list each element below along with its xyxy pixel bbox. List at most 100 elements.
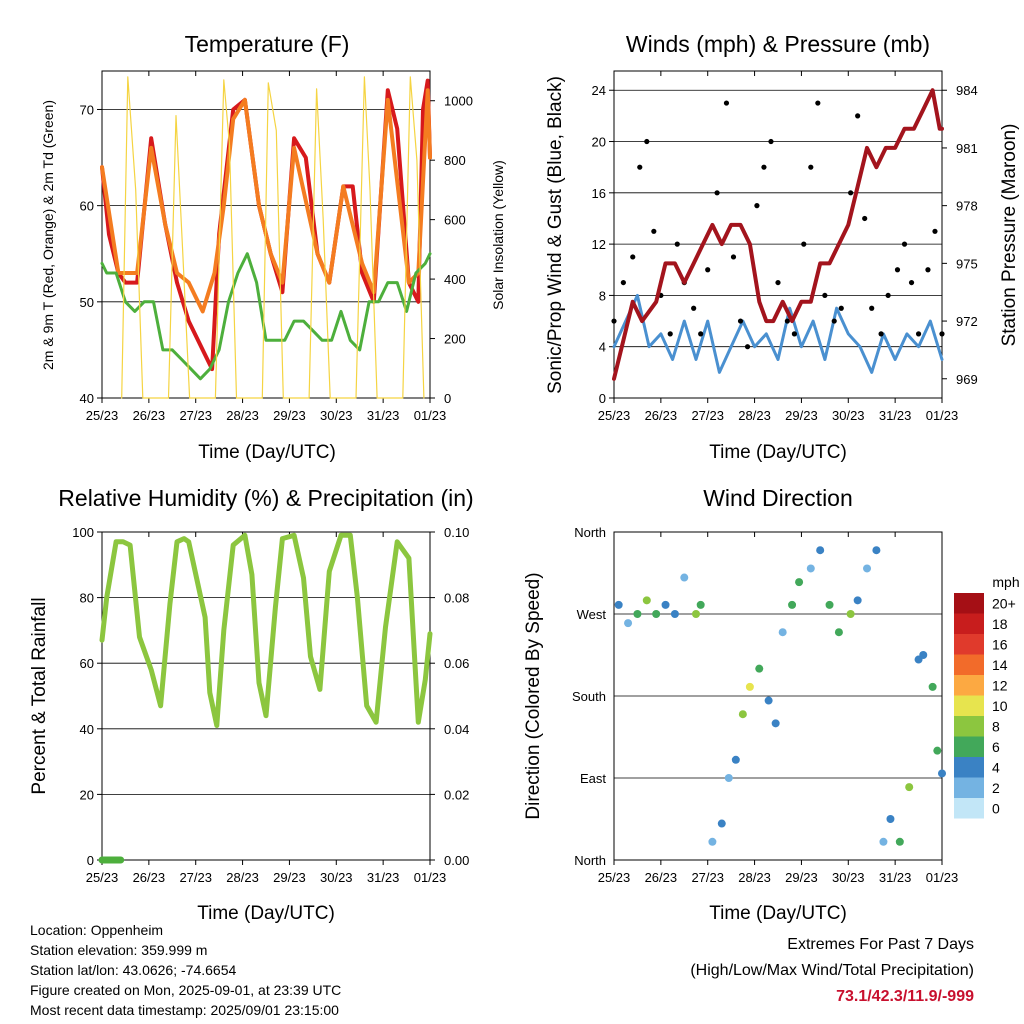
colorbar-swatch [954,757,984,778]
direction-direction-point [895,837,904,846]
winds-ytick-label: 8 [599,288,606,303]
humidity-ytick-label: 0 [87,853,94,868]
winds-xtick-label: 29/23 [785,408,818,423]
winds-y2label: Station Pressure (Maroon) [999,124,1020,347]
winds-xtick-label: 30/23 [832,408,865,423]
direction-direction-point [708,837,717,846]
direction-direction-point [731,755,740,764]
temperature-y2label: Solar Insolation (Yellow) [490,160,506,310]
colorbar-swatch [954,613,984,634]
colorbar-label: 8 [992,718,1000,734]
humidity-y2tick-label: 0.10 [444,525,469,540]
station-location: Location: Oppenheim [30,922,164,938]
humidity-xtick-label: 25/23 [86,870,119,885]
winds-gust-point [667,331,673,337]
temperature-ytick-label: 60 [80,199,94,214]
direction-direction-point [872,546,881,555]
winds-series-wind [612,293,944,374]
direction-direction-point [624,619,633,628]
colorbar-label: 6 [992,739,1000,755]
direction-ytick-label: South [572,689,606,704]
winds-plot-frame [613,70,943,399]
direction-direction-point [764,696,773,705]
temperature-y2tick-label: 400 [444,272,466,287]
direction-direction-point [745,682,754,691]
direction-direction-point [661,600,670,609]
extremes-heading: Extremes For Past 7 Days [787,936,974,953]
winds-gust-point [885,292,891,299]
winds-ytick-label: 24 [592,83,606,98]
direction-direction-point [933,746,942,755]
humidity-ylabel: Percent & Total Rainfall [29,597,50,794]
winds-series-station-pressure [612,88,944,381]
winds-gust-point [611,318,617,324]
direction-direction-point [863,564,872,573]
extremes-values: 73.1/42.3/11.9/-999 [836,988,974,1005]
colorbar-label: 12 [992,677,1008,693]
winds-gust-point [630,254,636,260]
winds-gust-point [705,267,711,273]
winds-gust-point [915,331,922,337]
winds-gust-point [651,228,657,234]
direction-direction-point [755,664,764,673]
winds-gust-point [838,305,844,311]
direction-ytick-label: East [580,771,606,786]
winds-y2tick-label: 969 [956,372,978,387]
humidity-y2tick-label: 0.02 [444,787,469,802]
colorbar-label: 16 [992,636,1008,652]
direction-direction-point [825,600,834,609]
winds-gust-point [908,279,915,286]
colorbar-swatch [954,654,984,675]
direction-direction-point [642,596,651,605]
winds-y2tick-label: 984 [956,83,978,98]
winds-ylabel: Sonic/Prop Wind & Gust (Blue, Black) [545,76,566,394]
temperature-ytick-label: 50 [80,295,94,310]
direction-direction-point [834,628,843,637]
temperature-xtick-label: 27/23 [179,408,212,423]
direction-xtick-label: 01/23 [926,870,959,885]
direction-direction-point [879,837,888,846]
humidity-ytick-label: 60 [80,656,94,671]
direction-direction-point [778,628,787,637]
direction-direction-point [806,564,815,573]
humidity-xtick-label: 29/23 [273,870,306,885]
colorbar-swatch [954,675,984,696]
temperature-xtick-label: 25/23 [86,408,119,423]
winds-gust-point [801,241,807,247]
winds-gust-point [674,241,680,247]
direction-direction-point [670,610,679,618]
winds-gust-point [723,100,730,106]
winds-gust-point [925,267,931,273]
temperature-series-solar-insolation [121,76,425,399]
temperature-y2tick-label: 1000 [444,94,473,109]
colorbar-label: 14 [992,657,1008,673]
direction-direction-point [717,819,726,828]
temperature-xtick-label: 01/23 [414,408,447,423]
temperature-y2tick-label: 600 [444,213,466,228]
colorbar-label: 4 [992,759,1000,775]
direction-direction-point [919,651,928,659]
station-info: Location: Oppenheim Station elevation: 3… [30,920,341,1020]
winds-panel: Winds (mph) & Pressure (mb) Time (Day/UT… [545,31,1020,463]
direction-xtick-label: 29/23 [785,870,818,885]
direction-xtick-label: 30/23 [832,870,865,885]
humidity-y2tick-label: 0.00 [444,853,469,868]
temperature-title: Temperature (F) [185,31,350,57]
winds-title: Winds (mph) & Pressure (mb) [626,31,930,57]
colorbar-label: 2 [992,780,1000,796]
colorbar-swatch [954,736,984,757]
winds-gust-point [768,138,774,145]
temperature-series-9m-t [100,88,432,314]
winds-gust-point [848,190,854,196]
winds-y2tick-label: 972 [956,314,978,329]
winds-gust-point [698,331,704,337]
temperature-xtick-label: 30/23 [320,408,353,423]
temperature-y2tick-label: 800 [444,153,466,168]
colorbar-swatch [954,593,984,614]
direction-xtick-label: 26/23 [645,870,678,885]
winds-gust-point [831,318,837,324]
winds-ytick-label: 20 [592,135,606,150]
winds-gust-point [744,344,751,350]
humidity-y2tick-label: 0.06 [444,656,469,671]
